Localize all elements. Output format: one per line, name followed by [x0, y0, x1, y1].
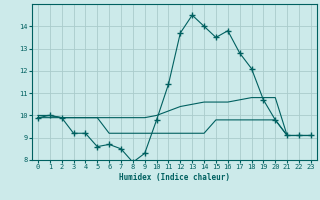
X-axis label: Humidex (Indice chaleur): Humidex (Indice chaleur)	[119, 173, 230, 182]
